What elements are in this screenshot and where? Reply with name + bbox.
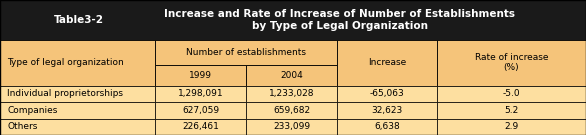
Bar [437,86,586,102]
Bar [155,86,246,102]
Text: 1999: 1999 [189,71,212,80]
Text: 233,099: 233,099 [273,122,310,131]
Text: 226,461: 226,461 [182,122,219,131]
Bar [337,119,437,135]
Text: Type of legal organization: Type of legal organization [7,58,124,67]
Text: Number of establishments: Number of establishments [186,48,306,57]
Bar [246,102,337,119]
Text: 659,682: 659,682 [273,106,310,115]
Text: Others: Others [7,122,38,131]
Text: 1,298,091: 1,298,091 [178,90,223,98]
Bar [155,102,246,119]
Bar [155,40,337,65]
Text: 627,059: 627,059 [182,106,219,115]
Text: -65,063: -65,063 [369,90,404,98]
Bar [337,102,437,119]
Bar [0,0,586,40]
Bar [0,119,155,135]
Text: 1,233,028: 1,233,028 [269,90,314,98]
Bar [337,86,437,102]
Text: Companies: Companies [7,106,57,115]
Text: 2.9: 2.9 [504,122,519,131]
Text: Increase: Increase [367,58,406,67]
Bar [0,40,155,86]
Text: Rate of increase
(%): Rate of increase (%) [475,53,548,72]
Text: Individual proprietorships: Individual proprietorships [7,90,123,98]
Text: 5.2: 5.2 [504,106,519,115]
Text: 32,623: 32,623 [371,106,403,115]
Text: 2004: 2004 [280,71,303,80]
Bar [437,102,586,119]
Bar [246,86,337,102]
Text: 6,638: 6,638 [374,122,400,131]
Text: Increase and Rate of Increase of Number of Establishments
by Type of Legal Organ: Increase and Rate of Increase of Number … [165,9,515,31]
Bar [437,40,586,86]
Text: -5.0: -5.0 [502,90,520,98]
Bar [155,119,246,135]
Bar [0,102,155,119]
Bar [155,65,246,86]
Bar [246,119,337,135]
Bar [246,65,337,86]
Bar [437,119,586,135]
Bar [0,86,155,102]
Bar [337,40,437,86]
Text: Table3-2: Table3-2 [54,15,104,25]
